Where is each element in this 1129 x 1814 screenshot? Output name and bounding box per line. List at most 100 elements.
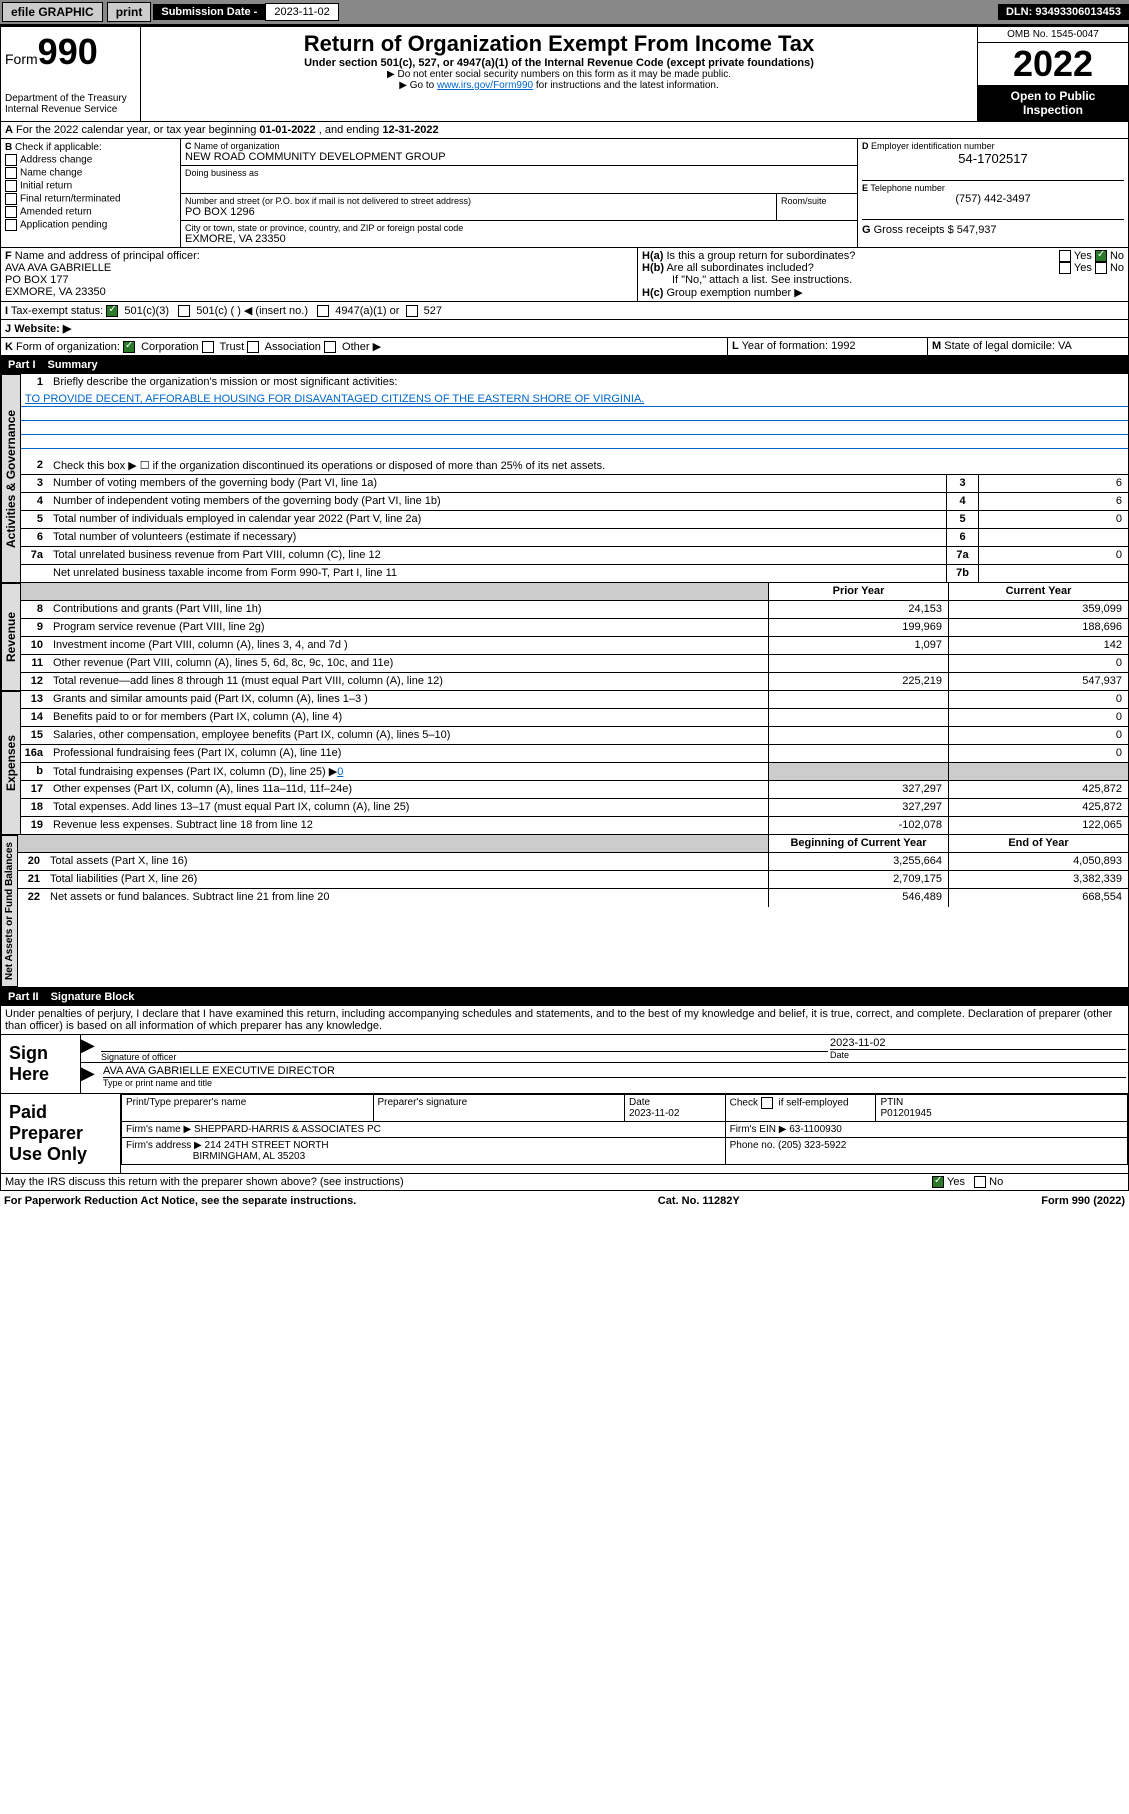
line-5-val: 0 xyxy=(978,511,1128,528)
hb-no[interactable] xyxy=(1095,262,1107,274)
check-4947[interactable] xyxy=(317,305,329,317)
ptin-value: P01201945 xyxy=(880,1108,931,1119)
dept-treasury: Department of the Treasury xyxy=(5,93,136,104)
ha-no[interactable] xyxy=(1095,250,1107,262)
omb-number: OMB No. 1545-0047 xyxy=(978,27,1128,43)
org-street: PO BOX 1296 xyxy=(185,206,772,218)
tab-revenue: Revenue xyxy=(1,583,21,691)
line-12: Total revenue—add lines 8 through 11 (mu… xyxy=(49,673,768,690)
line-17: Other expenses (Part IX, column (A), lin… xyxy=(49,781,768,798)
ein-value: 54-1702517 xyxy=(862,151,1124,166)
line-5: Total number of individuals employed in … xyxy=(49,511,946,528)
efile-topbar: efile GRAPHIC print Submission Date - 20… xyxy=(0,0,1129,26)
form-instruction-goto: ▶ Go to www.irs.gov/Form990 for instruct… xyxy=(145,80,973,91)
check-501c3[interactable] xyxy=(106,305,118,317)
form-number: 990 xyxy=(38,31,98,72)
section-b-checklist: B Check if applicable: Address change Na… xyxy=(1,139,181,247)
form-word: Form xyxy=(5,51,38,67)
irs-discuss-row: May the IRS discuss this return with the… xyxy=(0,1174,1129,1191)
col-prior-year: Prior Year xyxy=(768,583,948,600)
line-22: Net assets or fund balances. Subtract li… xyxy=(46,889,768,907)
check-initial-return[interactable] xyxy=(5,180,17,192)
firm-ein: 63-1100930 xyxy=(789,1124,842,1135)
form-title: Return of Organization Exempt From Incom… xyxy=(145,31,973,57)
line-13: Grants and similar amounts paid (Part IX… xyxy=(49,691,768,708)
line-7b-val xyxy=(978,565,1128,582)
penalties-statement: Under penalties of perjury, I declare th… xyxy=(0,1006,1129,1034)
arrow-icon: ▶ xyxy=(81,1063,101,1090)
check-trust[interactable] xyxy=(202,341,214,353)
page-footer: For Paperwork Reduction Act Notice, see … xyxy=(0,1191,1129,1211)
line-18: Total expenses. Add lines 13–17 (must eq… xyxy=(49,799,768,816)
org-name: NEW ROAD COMMUNITY DEVELOPMENT GROUP xyxy=(185,151,853,163)
line-15: Salaries, other compensation, employee b… xyxy=(49,727,768,744)
sig-date: 2023-11-02 xyxy=(830,1037,1126,1049)
line-20: Total assets (Part X, line 16) xyxy=(46,853,768,870)
officer-name: AVA AVA GABRIELLE xyxy=(5,262,633,274)
discuss-yes[interactable] xyxy=(932,1176,944,1188)
check-final-return[interactable] xyxy=(5,193,17,205)
line-8: Contributions and grants (Part VIII, lin… xyxy=(49,601,768,618)
period-begin: 01-01-2022 xyxy=(259,124,315,136)
officer-name-title: AVA AVA GABRIELLE EXECUTIVE DIRECTOR xyxy=(103,1065,1126,1077)
dln-label: DLN: 93493306013453 xyxy=(998,4,1129,20)
section-d-e-g: D Employer identification number 54-1702… xyxy=(858,139,1128,247)
sign-here-label: Sign Here xyxy=(1,1035,81,1093)
submission-date-value: 2023-11-02 xyxy=(265,3,338,21)
tab-activities-governance: Activities & Governance xyxy=(1,374,21,583)
form-header: Form990 Department of the Treasury Inter… xyxy=(0,26,1129,122)
line-7a-val: 0 xyxy=(978,547,1128,564)
tab-expenses: Expenses xyxy=(1,691,21,835)
section-m-domicile: M State of legal domicile: VA xyxy=(928,338,1128,355)
check-527[interactable] xyxy=(406,305,418,317)
line-16b: Total fundraising expenses (Part IX, col… xyxy=(49,763,768,780)
signature-block: Sign Here ▶ Signature of officer 2023-11… xyxy=(0,1034,1129,1094)
irs-link[interactable]: www.irs.gov/Form990 xyxy=(437,80,533,91)
check-corporation[interactable] xyxy=(123,341,135,353)
part-1-header: Part I Summary xyxy=(0,356,1129,374)
mission-text: TO PROVIDE DECENT, AFFORABLE HOUSING FOR… xyxy=(21,392,1128,407)
col-beginning: Beginning of Current Year xyxy=(768,835,948,852)
line-14: Benefits paid to or for members (Part IX… xyxy=(49,709,768,726)
check-amended-return[interactable] xyxy=(5,206,17,218)
firm-name: SHEPPARD-HARRIS & ASSOCIATES PC xyxy=(194,1124,381,1135)
check-address-change[interactable] xyxy=(5,154,17,166)
check-self-employed[interactable] xyxy=(761,1097,773,1109)
period-end: 12-31-2022 xyxy=(382,124,438,136)
line-19: Revenue less expenses. Subtract line 18 … xyxy=(49,817,768,834)
line-1-label: Briefly describe the organization's miss… xyxy=(49,374,1128,392)
line-6-val xyxy=(978,529,1128,546)
form-ref: Form 990 (2022) xyxy=(1041,1195,1125,1207)
irs-label: Internal Revenue Service xyxy=(5,104,136,115)
paid-preparer-label: Paid Preparer Use Only xyxy=(1,1094,121,1173)
check-501c[interactable] xyxy=(178,305,190,317)
check-association[interactable] xyxy=(247,341,259,353)
part-2-header: Part II Signature Block xyxy=(0,988,1129,1006)
check-name-change[interactable] xyxy=(5,167,17,179)
line-11: Other revenue (Part VIII, column (A), li… xyxy=(49,655,768,672)
line-4-val: 6 xyxy=(978,493,1128,510)
discuss-no[interactable] xyxy=(974,1176,986,1188)
check-application-pending[interactable] xyxy=(5,219,17,231)
line-6: Total number of volunteers (estimate if … xyxy=(49,529,946,546)
line-10: Investment income (Part VIII, column (A)… xyxy=(49,637,768,654)
preparer-name-col: Print/Type preparer's name xyxy=(122,1095,374,1122)
check-other[interactable] xyxy=(324,341,336,353)
form-instruction-ssn: ▶ Do not enter social security numbers o… xyxy=(145,69,973,80)
hb-yes[interactable] xyxy=(1059,262,1071,274)
efile-graphic-label: efile GRAPHIC xyxy=(2,2,103,22)
line-16a: Professional fundraising fees (Part IX, … xyxy=(49,745,768,762)
section-k-form-org: K Form of organization: Corporation Trus… xyxy=(1,338,728,355)
col-current-year: Current Year xyxy=(948,583,1128,600)
print-button[interactable]: print xyxy=(107,2,152,22)
paperwork-notice: For Paperwork Reduction Act Notice, see … xyxy=(4,1195,356,1207)
tax-year: 2022 xyxy=(978,43,1128,85)
arrow-icon: ▶ xyxy=(81,1035,101,1062)
line-3: Number of voting members of the governin… xyxy=(49,475,946,492)
form-subtitle-1: Under section 501(c), 527, or 4947(a)(1)… xyxy=(145,57,973,69)
ha-yes[interactable] xyxy=(1059,250,1071,262)
section-j-website: J Website: ▶ xyxy=(1,320,1128,337)
line-2-text: Check this box ▶ ☐ if the organization d… xyxy=(49,457,1128,474)
section-h-group: H(a) Is this a group return for subordin… xyxy=(638,248,1128,301)
line-9: Program service revenue (Part VIII, line… xyxy=(49,619,768,636)
